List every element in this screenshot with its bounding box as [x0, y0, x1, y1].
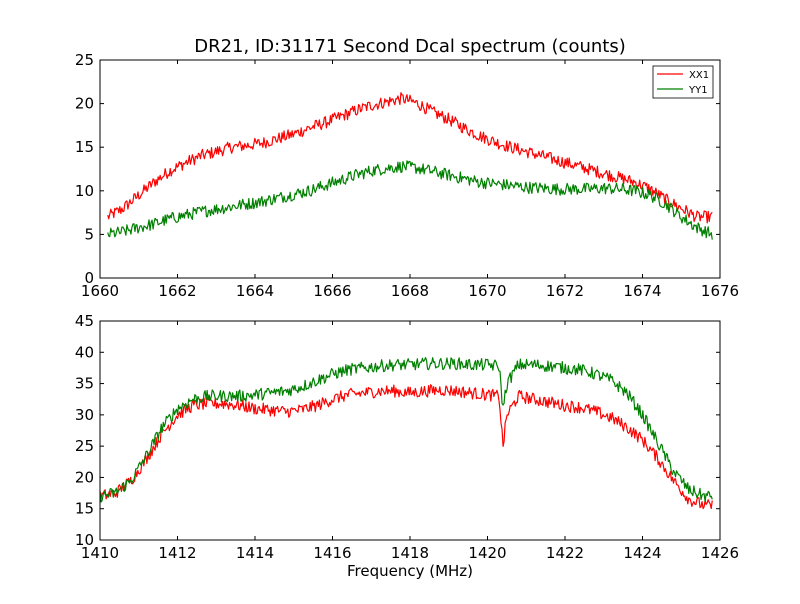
legend-label-yy1: YY1 — [688, 85, 708, 96]
x-tick-label: 1418 — [391, 544, 429, 562]
series-line-yy1 — [107, 160, 713, 240]
x-tick-label: 1414 — [236, 544, 274, 562]
x-tick-label: 1676 — [701, 282, 739, 300]
y-tick-label: 40 — [75, 343, 94, 361]
x-tick-label: 1672 — [546, 282, 584, 300]
y-tick-label: 25 — [75, 437, 94, 455]
series-line-yy1 — [99, 357, 713, 503]
y-tick-label: 10 — [75, 531, 94, 549]
plot-panel-1: 1660 1662 1664 1666 1668 1670 1672 1674 1676 0 5 10… — [75, 36, 739, 300]
x-tick-label: 1660 — [81, 282, 119, 300]
y-tick-label: 0 — [84, 269, 94, 287]
plot-panel-2: 1410 1412 1414 1416 1418 1420 1422 1424 1426 10 15… — [75, 312, 739, 580]
x-tick-label: 1668 — [391, 282, 429, 300]
plot-area — [100, 321, 720, 540]
x-tick-label: 1674 — [623, 282, 661, 300]
y-tick-label: 30 — [75, 406, 94, 424]
x-tick-label: 1662 — [158, 282, 196, 300]
series-line-xx1 — [107, 92, 713, 224]
x-tick-label: 1422 — [546, 544, 584, 562]
y-tick-label: 15 — [75, 500, 94, 518]
y-tick-label: 35 — [75, 375, 94, 393]
y-tick-label: 10 — [75, 182, 94, 200]
legend-box — [652, 65, 714, 99]
x-tick-label: 1410 — [81, 544, 119, 562]
series-line-xx1 — [99, 384, 713, 510]
x-tick-label: 1424 — [623, 544, 661, 562]
y-tick-label: 20 — [75, 95, 94, 113]
x-tick-label: 1416 — [313, 544, 351, 562]
x-tick-label: 1666 — [313, 282, 351, 300]
x-tick-label: 1664 — [236, 282, 274, 300]
x-tick-label: 1670 — [468, 282, 506, 300]
x-tick-label: 1412 — [158, 544, 196, 562]
legend-label-xx1: XX1 — [689, 70, 709, 81]
y-tick-label: 5 — [84, 225, 94, 243]
y-tick-label: 20 — [75, 468, 94, 486]
y-tick-label: 15 — [75, 138, 94, 156]
y-tick-label: 45 — [75, 312, 94, 330]
y-tick-label: 25 — [75, 51, 94, 69]
x-tick-label: 1420 — [468, 544, 506, 562]
plot-area — [100, 60, 720, 278]
x-tick-label: 1426 — [701, 544, 739, 562]
chart-title: DR21, ID:31171 Second Dcal spectrum (cou… — [194, 36, 626, 57]
x-axis-label: Frequency (MHz) — [347, 562, 473, 580]
